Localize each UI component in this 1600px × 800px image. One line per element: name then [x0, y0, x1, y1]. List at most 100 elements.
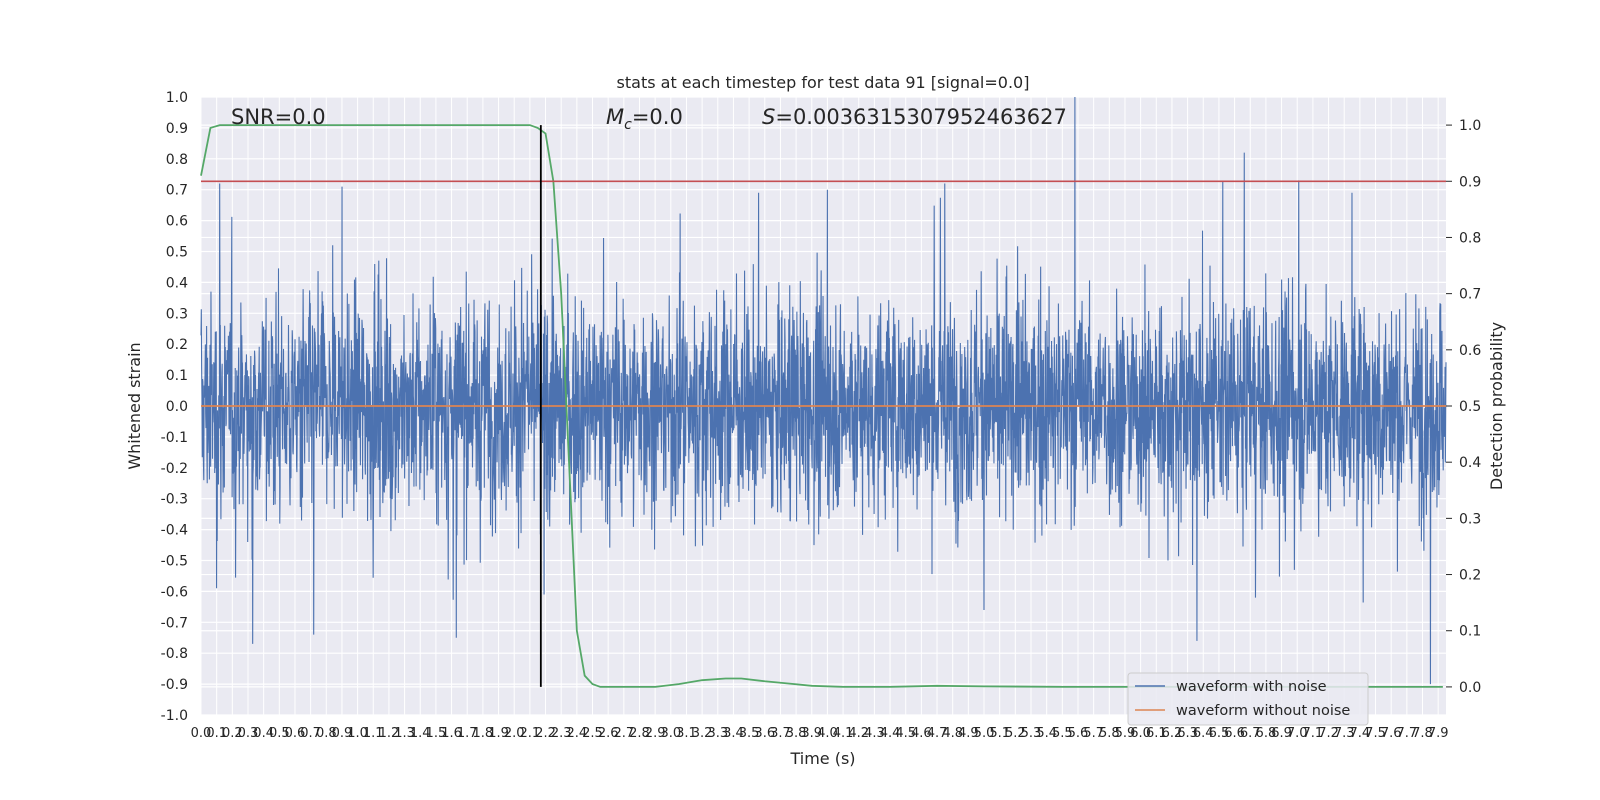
y-tick-label: 1.0	[166, 90, 188, 106]
snr-annotation: SNR=0.0	[231, 105, 326, 129]
y-tick-label: -0.3	[161, 492, 188, 508]
y-tick-label: -0.8	[161, 646, 188, 662]
x-tick-label: 4.5	[895, 726, 916, 741]
x-tick-label: 3.0	[660, 726, 681, 741]
x-tick-label: 7.8	[1412, 726, 1433, 741]
x-tick-label: 0.9	[332, 726, 353, 741]
x-tick-label: 2.3	[551, 726, 572, 741]
y-tick-label: -0.5	[161, 554, 188, 570]
x-tick-label: 1.6	[441, 726, 462, 741]
y-tick-label: 0.4	[166, 275, 188, 291]
y-tick-label: 0.8	[166, 152, 188, 168]
x-tick-label: 0.3	[238, 726, 259, 741]
x-tick-label: 0.0	[191, 726, 212, 741]
y-tick-label: -0.2	[161, 461, 188, 477]
x-tick-label: 5.3	[1021, 726, 1042, 741]
x-tick-label: 6.9	[1271, 726, 1292, 741]
x-tick-label: 3.4	[723, 726, 744, 741]
x-tick-label: 7.3	[1334, 726, 1355, 741]
x-tick-label: 3.3	[707, 726, 728, 741]
x-tick-label: 3.6	[754, 726, 775, 741]
x-tick-label: 2.5	[582, 726, 603, 741]
waveform-with-noise-series	[200, 96, 1447, 685]
x-tick-label: 5.4	[1036, 726, 1057, 741]
x-tick-label: 0.1	[206, 726, 227, 741]
noise-waveform-line	[200, 96, 1447, 685]
right-y-tick-label: 0.2	[1459, 568, 1481, 584]
x-tick-label: 4.7	[927, 726, 948, 741]
x-tick-label: 0.8	[316, 726, 337, 741]
x-tick-label: 7.0	[1287, 726, 1308, 741]
y-tick-label: 0.9	[166, 121, 188, 137]
x-tick-label: 5.6	[1068, 726, 1089, 741]
x-tick-label: 1.8	[473, 726, 494, 741]
x-tick-label: 7.6	[1381, 726, 1402, 741]
x-tick-label: 4.1	[833, 726, 854, 741]
x-tick-label: 4.6	[911, 726, 932, 741]
x-tick-label: 3.2	[692, 726, 713, 741]
y-tick-label: 0.3	[166, 306, 188, 322]
x-tick-label: 2.8	[629, 726, 650, 741]
x-tick-label: 6.0	[1130, 726, 1151, 741]
y-tick-label: 0.2	[166, 337, 188, 353]
y-tick-label: -0.1	[161, 430, 188, 446]
x-tick-label: 4.9	[958, 726, 979, 741]
chirp-mass-annotation: Mc=0.0	[606, 105, 683, 133]
right-y-tick-label: 0.7	[1459, 287, 1481, 303]
x-tick-label: 1.2	[379, 726, 400, 741]
x-tick-label: 3.1	[676, 726, 697, 741]
x-tick-label: 7.4	[1350, 726, 1371, 741]
x-tick-label: 5.5	[1052, 726, 1073, 741]
x-tick-label: 6.8	[1256, 726, 1277, 741]
x-tick-label: 6.4	[1193, 726, 1214, 741]
right-y-tick-label: 0.4	[1459, 455, 1481, 471]
y-tick-label: -0.9	[161, 677, 188, 693]
chart-title: stats at each timestep for test data 91 …	[617, 73, 1030, 92]
y-tick-label: 0.0	[166, 399, 188, 415]
right-y-tick-label: 0.1	[1459, 624, 1481, 640]
right-y-tick-label: 0.6	[1459, 343, 1481, 359]
left-y-tick-labels: -1.0 -0.9 -0.8 -0.7 -0.6 -0.5 -0.4 -0.3 -0.2 -0.1…	[161, 90, 188, 724]
y-tick-label: 0.5	[166, 245, 188, 261]
x-tick-label: 2.1	[520, 726, 541, 741]
x-tick-label: 1.1	[363, 726, 384, 741]
x-tick-label: 0.7	[300, 726, 321, 741]
y-tick-label: -1.0	[161, 708, 188, 724]
x-tick-label: 1.0	[347, 726, 368, 741]
x-tick-label: 7.7	[1397, 726, 1418, 741]
right-y-tick-labels: 0.0 0.1 0.2 0.3 0.4 0.5 0.6 0.7 0.8 0.9 1.0	[1446, 118, 1481, 696]
y-tick-label: 0.1	[166, 368, 188, 384]
x-tick-label: 6.6	[1224, 726, 1245, 741]
x-tick-labels: 0.00.10.20.30.40.50.60.70.80.91.01.11.21…	[191, 726, 1449, 741]
x-tick-label: 1.9	[488, 726, 509, 741]
right-y-tick-label: 1.0	[1459, 118, 1481, 134]
x-tick-label: 1.4	[410, 726, 431, 741]
left-y-axis-label: Whitened strain	[125, 342, 144, 469]
right-y-tick-label: 0.3	[1459, 511, 1481, 527]
x-tick-label: 7.1	[1303, 726, 1324, 741]
statistic-annotation: S=0.0036315307952463627	[762, 105, 1067, 129]
x-tick-label: 3.5	[739, 726, 760, 741]
x-tick-label: 3.9	[801, 726, 822, 741]
x-tick-label: 2.4	[567, 726, 588, 741]
x-tick-label: 2.9	[645, 726, 666, 741]
legend-label-waveform-with-noise: waveform with noise	[1176, 679, 1327, 695]
x-tick-label: 1.7	[457, 726, 478, 741]
right-y-tick-label: 0.0	[1459, 680, 1481, 696]
x-tick-label: 7.2	[1318, 726, 1339, 741]
y-tick-label: -0.4	[161, 523, 188, 539]
x-tick-label: 5.9	[1115, 726, 1136, 741]
x-tick-label: 6.3	[1177, 726, 1198, 741]
y-tick-label: -0.7	[161, 615, 188, 631]
x-tick-label: 0.4	[253, 726, 274, 741]
x-tick-label: 0.2	[222, 726, 243, 741]
x-tick-label: 2.6	[598, 726, 619, 741]
x-tick-label: 7.5	[1365, 726, 1386, 741]
x-axis-label: Time (s)	[789, 749, 855, 768]
y-tick-label: 0.6	[166, 214, 188, 230]
legend: waveform with noise waveform without noi…	[1127, 672, 1369, 726]
x-tick-label: 6.2	[1162, 726, 1183, 741]
x-tick-label: 4.2	[848, 726, 869, 741]
x-tick-label: 4.0	[817, 726, 838, 741]
x-tick-label: 5.7	[1083, 726, 1104, 741]
